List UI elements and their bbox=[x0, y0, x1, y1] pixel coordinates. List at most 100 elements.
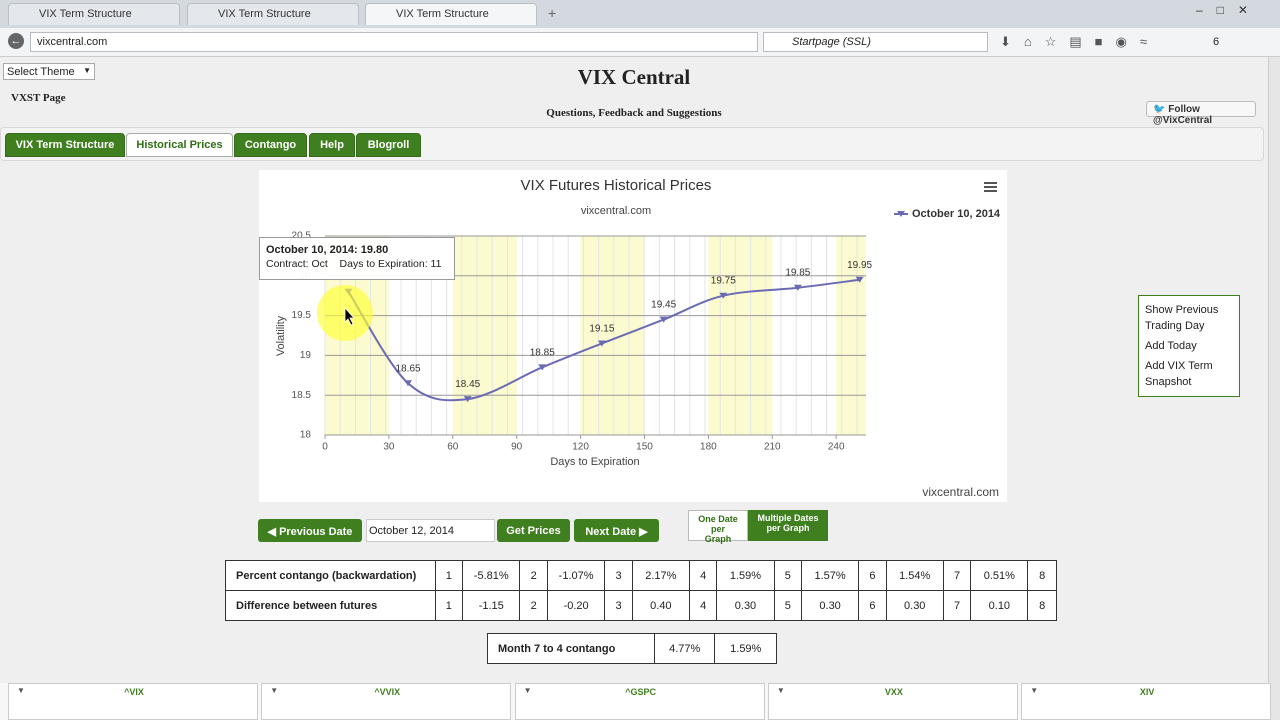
y-tick-label: 18.5 bbox=[292, 390, 312, 401]
month-band bbox=[836, 236, 866, 435]
browser-tab[interactable]: VIX Term Structure bbox=[8, 3, 180, 25]
tooltip-heading: October 10, 2014: 19.80 bbox=[266, 244, 388, 256]
menu-item[interactable]: Add VIX Term Snapshot bbox=[1145, 360, 1213, 388]
nav-tab[interactable]: Blogroll bbox=[356, 133, 421, 157]
ticker-toggle: ▼ bbox=[776, 686, 785, 695]
web-page: Select Theme ▼ VXST Page VIX Central Ques… bbox=[0, 57, 1280, 720]
table-cell: 4.77% bbox=[653, 633, 716, 664]
nav-tab[interactable]: Contango bbox=[234, 133, 307, 157]
table-cell: 1 bbox=[434, 560, 464, 591]
theme-select-label: Select Theme bbox=[7, 66, 75, 78]
ticker-name: VXX bbox=[884, 687, 903, 697]
y-tick-label: 20.5 bbox=[292, 231, 312, 242]
back-button[interactable]: ← bbox=[8, 33, 24, 49]
ticker-toggle: ▼ bbox=[17, 686, 25, 695]
table-cell: 0.30 bbox=[885, 590, 944, 621]
table-cell: 2 bbox=[519, 590, 548, 621]
follow-button[interactable]: 🐦 Follow @VixCentral bbox=[1146, 101, 1256, 126]
data-label: 19.95 bbox=[847, 260, 872, 271]
table-cell: -1.07% bbox=[546, 560, 606, 591]
new-tab[interactable]: + bbox=[548, 5, 557, 21]
row-header: Difference between futures bbox=[225, 590, 436, 621]
table-cell: 8 bbox=[1027, 560, 1057, 591]
chart-credit: vixcentral.com bbox=[922, 485, 999, 499]
cursor bbox=[344, 306, 355, 326]
table-cell: 0.30 bbox=[801, 590, 860, 621]
table-cell: 8 bbox=[1027, 590, 1057, 621]
data-label: 18.45 bbox=[455, 379, 480, 390]
table-cell: 7 bbox=[942, 560, 972, 591]
month-table: Month 7 to 4 contango 4.77% 1.59% bbox=[487, 633, 777, 664]
y-tick-label: 19.5 bbox=[292, 310, 312, 321]
month-band bbox=[708, 236, 773, 435]
x-tick-label: 90 bbox=[511, 442, 523, 453]
table-cell: 5 bbox=[773, 560, 803, 591]
point-marker bbox=[659, 316, 668, 323]
ticker-panel: ▼ ^GSPC bbox=[514, 683, 765, 720]
table-cell: 3 bbox=[604, 590, 633, 621]
x-tick-label: 180 bbox=[700, 442, 717, 453]
table-cell: 0.10 bbox=[970, 590, 1029, 621]
table-cell: -5.81% bbox=[462, 560, 521, 591]
tooltip: October 10, 2014: 19.80 Contract: Oct Day… bbox=[259, 237, 455, 280]
point-marker bbox=[538, 364, 547, 371]
theme-select[interactable]: Select Theme ▼ bbox=[3, 63, 95, 80]
multiple-dates-toggle[interactable]: Multiple Dates per Graph bbox=[748, 510, 828, 541]
table-row: Percent contango (backwardation) 1 -5.81% 2… bbox=[225, 560, 1057, 591]
url-field[interactable]: vixcentral.com bbox=[30, 32, 758, 52]
table-cell: 1.57% bbox=[801, 560, 860, 591]
nav-tab[interactable]: VIX Term Structure bbox=[5, 133, 125, 157]
tab-bar: VIX Term Structure VIX Term Structure VI… bbox=[0, 0, 1280, 28]
table-cell: 2.17% bbox=[631, 560, 690, 591]
table-row: Difference between futures 1 -1.15 2 -0.20 3 0… bbox=[225, 590, 1057, 621]
nav-tab[interactable]: Historical Prices bbox=[126, 133, 233, 157]
x-tick-label: 0 bbox=[322, 442, 328, 453]
table-cell: 5 bbox=[773, 590, 803, 621]
scrollbar[interactable] bbox=[1268, 57, 1280, 720]
ticker-panel: ▼ ^VIX bbox=[8, 683, 258, 720]
nav-tab[interactable]: Help bbox=[309, 133, 355, 157]
table-cell: 0.51% bbox=[970, 560, 1029, 591]
previous-button[interactable]: ◀ Previous Date bbox=[258, 519, 362, 542]
address-bar: ← vixcentral.com Startpage (SSL) ⬇⌂☆▤■◉≈… bbox=[0, 28, 1280, 57]
data-label: 19.45 bbox=[651, 300, 676, 311]
previous-label: Previous Date bbox=[279, 526, 353, 538]
menu-icon[interactable] bbox=[984, 182, 997, 192]
x-tick-label: 240 bbox=[828, 442, 845, 453]
next-button[interactable]: Next Date ▶ bbox=[574, 519, 659, 542]
ticker-name: XIV bbox=[1139, 687, 1155, 697]
page-link[interactable]: VXST Page bbox=[11, 92, 66, 104]
search-field[interactable]: Startpage (SSL) bbox=[763, 32, 988, 52]
y-tick-label: 18 bbox=[300, 430, 312, 441]
get-prices-button[interactable]: Get Prices bbox=[497, 519, 570, 542]
tooltip-text: Contract: Oct Days to Expiration: 11 bbox=[266, 258, 442, 270]
x-axis-label: Days to Expiration bbox=[550, 456, 639, 468]
browser-tab[interactable]: VIX Term Structure bbox=[365, 3, 537, 25]
x-tick-label: 60 bbox=[447, 442, 459, 453]
table-cell: 6 bbox=[858, 590, 887, 621]
menu-item[interactable]: Add Today bbox=[1145, 340, 1197, 352]
table-cell: 1.59% bbox=[716, 560, 775, 591]
window-controls[interactable]: –□✕ bbox=[1196, 3, 1262, 17]
feedback-link[interactable]: Questions, Feedback and Suggestions bbox=[546, 107, 722, 119]
menu-item[interactable]: Show Previous Trading Day bbox=[1145, 304, 1219, 332]
series-line bbox=[347, 278, 860, 402]
one-date-toggle[interactable]: One Date per Graph bbox=[688, 510, 748, 544]
point-marker bbox=[597, 340, 606, 347]
data-label: 19.85 bbox=[785, 268, 810, 279]
chart-subtitle: vixcentral.com bbox=[581, 205, 651, 217]
toolbar-icons[interactable]: ⬇⌂☆▤■◉≈ bbox=[1000, 34, 1161, 49]
point-marker bbox=[404, 380, 413, 387]
browser-tab[interactable]: VIX Term Structure bbox=[187, 3, 359, 25]
date-input[interactable]: October 12, 2014 bbox=[366, 519, 495, 542]
table-cell: 0.30 bbox=[716, 590, 775, 621]
site-title: VIX Central bbox=[577, 65, 691, 89]
point-marker bbox=[855, 276, 864, 283]
table-cell: -1.15 bbox=[462, 590, 521, 621]
table-cell: 1.54% bbox=[885, 560, 944, 591]
chart: VIX Futures Historical Prices vixcentral… bbox=[259, 170, 1007, 502]
data-label: 19.15 bbox=[589, 323, 614, 334]
table-cell: 2 bbox=[519, 560, 548, 591]
